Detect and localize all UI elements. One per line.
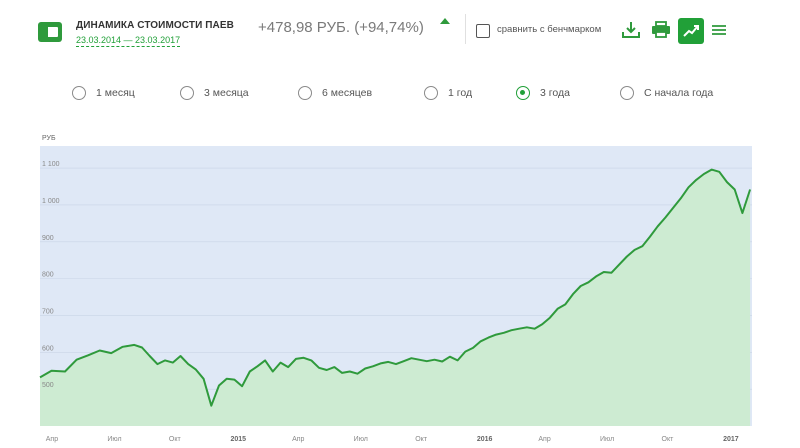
x-tick-label: Июл [354, 436, 368, 443]
compare-benchmark-checkbox[interactable] [476, 24, 490, 38]
x-tick-label: Апр [46, 436, 58, 443]
period-option-label[interactable]: 3 года [540, 87, 570, 99]
x-tick-label: 2016 [477, 436, 493, 443]
y-tick-label: 500 [42, 382, 54, 389]
fund-icon [38, 22, 62, 42]
radio-1-month[interactable] [72, 86, 86, 100]
y-tick-label: 600 [42, 345, 54, 352]
radio-3-months[interactable] [180, 86, 194, 100]
series-line [39, 168, 752, 407]
x-tick-label: Апр [292, 436, 304, 443]
x-tick-label: Апр [538, 436, 550, 443]
print-icon[interactable] [649, 18, 673, 42]
radio-3-years[interactable] [516, 86, 530, 100]
caret-up-icon [440, 18, 450, 24]
y-tick-label: 700 [42, 308, 54, 315]
x-tick-label: 2015 [231, 436, 247, 443]
value-change: +478,98 РУБ. (+94,74%) [258, 19, 424, 36]
radio-ytd[interactable] [620, 86, 634, 100]
period-option-label[interactable]: С начала года [644, 87, 714, 99]
radio-6-months[interactable] [298, 86, 312, 100]
period-range-link[interactable]: 23.03.2014 — 23.03.2017 [76, 35, 181, 47]
x-tick-label: Окт [169, 436, 182, 443]
series-area [40, 169, 751, 426]
header-divider [465, 14, 466, 44]
x-tick-label: 2017 [723, 436, 739, 443]
x-tick-label: Окт [415, 436, 428, 443]
x-tick-label: Июл [600, 436, 614, 443]
compare-benchmark-label[interactable]: сравнить с бенчмарком [497, 24, 602, 35]
period-selector: 1 месяц 3 месяца 6 месяцев 1 год 3 года … [0, 78, 800, 114]
y-tick-label: 800 [42, 272, 54, 279]
x-tick-label: Окт [662, 436, 675, 443]
download-icon[interactable] [619, 18, 643, 42]
y-unit-label: РУБ [42, 135, 56, 142]
y-tick-label: 900 [42, 235, 54, 242]
period-option-label[interactable]: 1 год [448, 87, 473, 99]
menu-icon[interactable] [707, 18, 731, 42]
x-tick-label: Июл [107, 436, 121, 443]
period-option-label[interactable]: 1 месяц [96, 87, 135, 99]
y-tick-label: 1 100 [42, 161, 60, 168]
period-option-label[interactable]: 6 месяцев [322, 87, 373, 99]
y-axis: 500 600 700 800 900 1 000 1 100 [42, 161, 60, 389]
chart-title: ДИНАМИКА СТОИМОСТИ ПАЕВ [76, 20, 234, 31]
period-option-label[interactable]: 3 месяца [204, 87, 249, 99]
chart-header: ДИНАМИКА СТОИМОСТИ ПАЕВ 23.03.2014 — 23.… [0, 0, 800, 68]
x-axis: Апр Июл Окт 2015 Апр Июл Окт 2016 Апр Июл Окт 2017 [46, 436, 739, 443]
chart-icon[interactable] [678, 18, 704, 44]
y-tick-label: 1 000 [42, 198, 60, 205]
radio-1-year[interactable] [424, 86, 438, 100]
